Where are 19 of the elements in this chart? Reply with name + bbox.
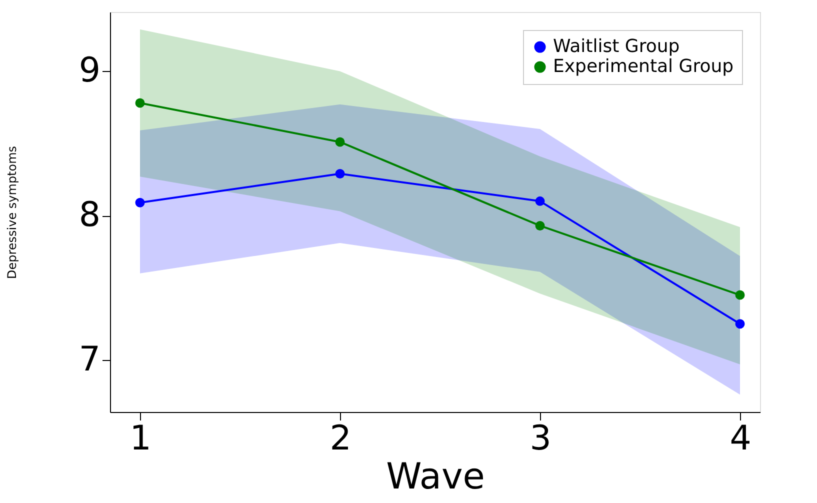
point [735, 290, 745, 300]
x-tick-label: 4 [730, 418, 752, 458]
y-tick-label: 9 [78, 50, 100, 91]
x-tick-label: 2 [330, 418, 352, 458]
y-axis-title: Depressive symptoms [4, 146, 19, 280]
y-tick-label: 7 [78, 340, 100, 380]
point [535, 220, 545, 230]
point [335, 169, 345, 178]
point [535, 196, 545, 206]
x-axis-title: Wave [386, 456, 485, 498]
legend-label: Experimental Group [553, 56, 734, 77]
point [135, 198, 145, 208]
x-tick-label: 1 [130, 418, 152, 458]
legend-label: Waitlist Group [553, 36, 680, 57]
y-tick-label: 8 [78, 195, 100, 236]
point [735, 319, 745, 329]
point [335, 137, 345, 147]
x-tick-label: 3 [530, 418, 552, 458]
point [135, 98, 145, 108]
